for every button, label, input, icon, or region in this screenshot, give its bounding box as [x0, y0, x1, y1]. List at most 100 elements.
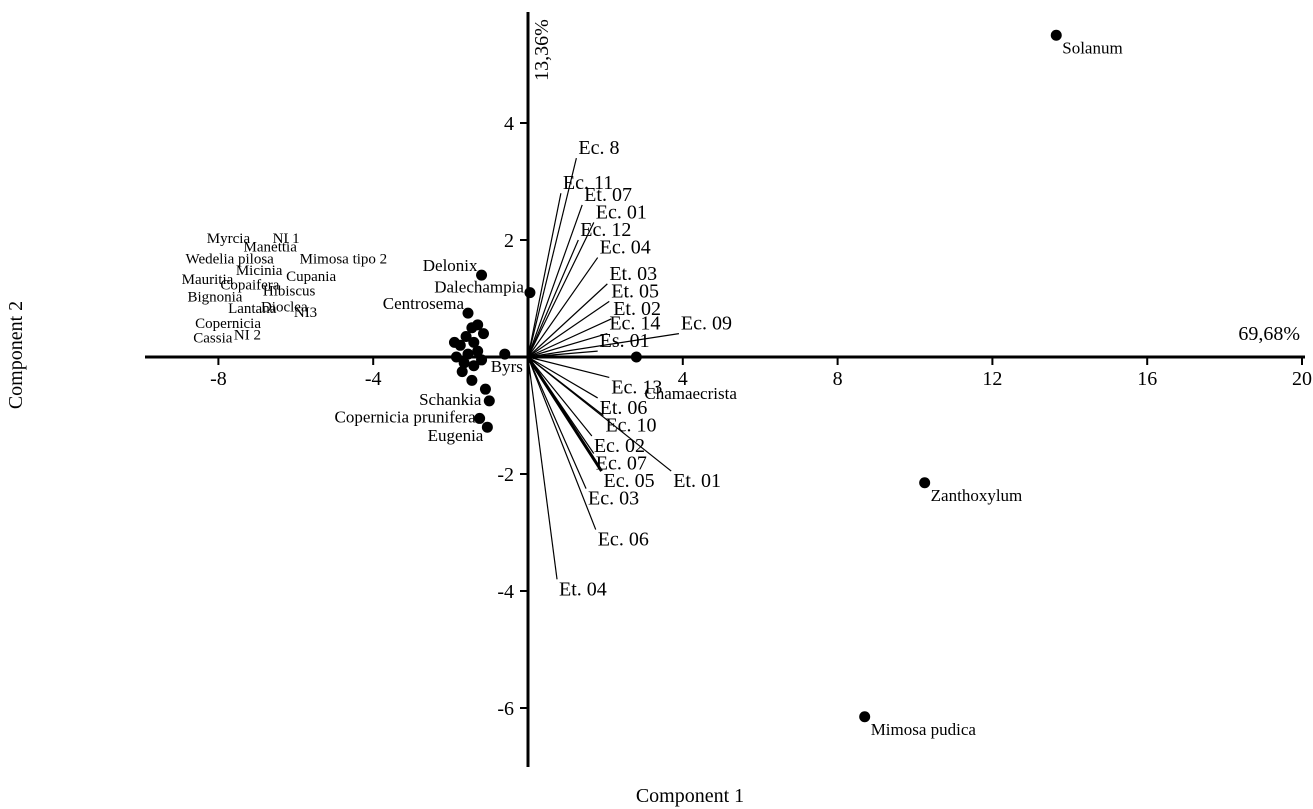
score-point [456, 366, 468, 378]
loading-vector [527, 204, 583, 358]
loading-vector [527, 283, 608, 358]
point-label: Schankia [419, 390, 482, 409]
vector-label: Es. 01 [600, 330, 650, 352]
score-point [630, 351, 642, 363]
score-point [479, 383, 491, 395]
vector-label: Et. 02 [613, 298, 661, 320]
score-point [859, 711, 871, 723]
species-label: NI3 [294, 305, 317, 321]
x-tick-label: 12 [982, 368, 1002, 390]
score-point [472, 345, 484, 357]
loading-vector [527, 356, 558, 580]
score-point [919, 477, 931, 489]
loading-vector [527, 333, 608, 358]
loading-vector [527, 356, 610, 379]
score-point [468, 336, 480, 348]
y-axis-title: Component 2 [5, 301, 27, 409]
score-point [483, 395, 495, 407]
loading-vector [527, 356, 597, 530]
vector-label: Ec. 03 [588, 488, 639, 510]
loading-vector [527, 318, 612, 358]
vector-label: Ec. 10 [605, 415, 656, 437]
y-tick-label: -2 [497, 464, 514, 486]
loading-vector [527, 222, 595, 358]
vector-label: Ec. 13 [611, 376, 662, 398]
loading-vector [527, 300, 610, 358]
vector-label: Ec. 11 [563, 172, 613, 194]
vector-label: Ec. 14 [609, 313, 660, 335]
score-point [476, 269, 488, 281]
vector-label: Ec. 02 [594, 435, 645, 457]
species-label: Cassia [193, 330, 233, 346]
vector-label: Et. 07 [584, 184, 632, 206]
score-point [462, 348, 474, 360]
score-point [524, 287, 536, 299]
species-label: Micinia [236, 263, 283, 279]
species-label: Bignonia [187, 289, 242, 305]
vector-label: Ec. 04 [600, 237, 651, 259]
score-point [466, 374, 478, 386]
vector-label: Et. 03 [609, 263, 657, 285]
x-tick-label: -4 [365, 368, 382, 390]
score-point [458, 357, 470, 369]
x-tick-label: 20 [1292, 368, 1312, 390]
vector-label: Et. 04 [559, 578, 607, 600]
point-label: Eugenia [428, 426, 484, 445]
species-label: Mauritia [182, 272, 234, 288]
loading-vector [526, 356, 603, 472]
point-label: Chamaecrista [644, 384, 737, 403]
score-point [468, 360, 480, 372]
point-label: Copernicia prunifera [334, 407, 476, 426]
loading-vector [527, 239, 579, 358]
vector-label: Et. 05 [611, 280, 659, 302]
species-label: NI 2 [234, 327, 261, 343]
vector-label: Ec. 07 [596, 453, 647, 475]
point-label: Mimosa pudica [871, 720, 977, 739]
loading-vector [527, 356, 593, 437]
loading-vector [527, 157, 577, 358]
species-label: Lantana [228, 301, 277, 317]
vector-label: Ec. 06 [598, 529, 649, 551]
point-label: Solanum [1062, 38, 1122, 57]
x-axis-title: Component 1 [636, 785, 744, 807]
species-label: Manettia [244, 240, 298, 256]
point-label: Byrs [491, 357, 523, 376]
score-point [472, 319, 484, 331]
y-tick-label: 4 [504, 113, 514, 135]
species-label: NI 1 [273, 231, 300, 247]
species-label: Dioclea [261, 299, 308, 315]
loading-vector [527, 333, 680, 358]
score-point [474, 412, 486, 424]
loading-vector [527, 356, 598, 399]
score-point [462, 307, 474, 319]
point-label: Dalechampia [434, 278, 524, 297]
y-tick-label: -6 [497, 698, 514, 720]
score-point [499, 348, 511, 360]
x-tick-label: 8 [833, 368, 843, 390]
vector-label: Ec. 09 [681, 313, 732, 335]
x-tick-label: -8 [210, 368, 227, 390]
species-label: Hibiscus [263, 284, 316, 300]
vector-label: Ec. 05 [604, 470, 655, 492]
loading-vectors [526, 157, 680, 580]
loading-vector [527, 356, 672, 472]
y-tick-label: -4 [497, 581, 514, 603]
species-label: Copaifera [220, 278, 279, 294]
vector-label: Ec. 12 [580, 219, 631, 241]
x-tick-label: 4 [678, 368, 688, 390]
species-label: Copernicia [195, 316, 261, 332]
score-point [1050, 29, 1062, 41]
vector-label: Et. 01 [673, 470, 721, 492]
loading-vector [527, 350, 598, 358]
axes: -8 -4 4 8 12 16 20 4 2 -2 -4 -6 [145, 12, 1312, 767]
score-point [477, 328, 489, 340]
point-label: Zanthoxylum [931, 486, 1023, 505]
vector-label: Ec. 8 [578, 137, 619, 159]
species-label: Cupania [286, 269, 336, 285]
loading-vector [527, 193, 562, 358]
x-tick-label: 16 [1137, 368, 1157, 390]
point-label: Centrosema [383, 294, 465, 313]
y-variance-label: 13,36% [531, 19, 553, 81]
